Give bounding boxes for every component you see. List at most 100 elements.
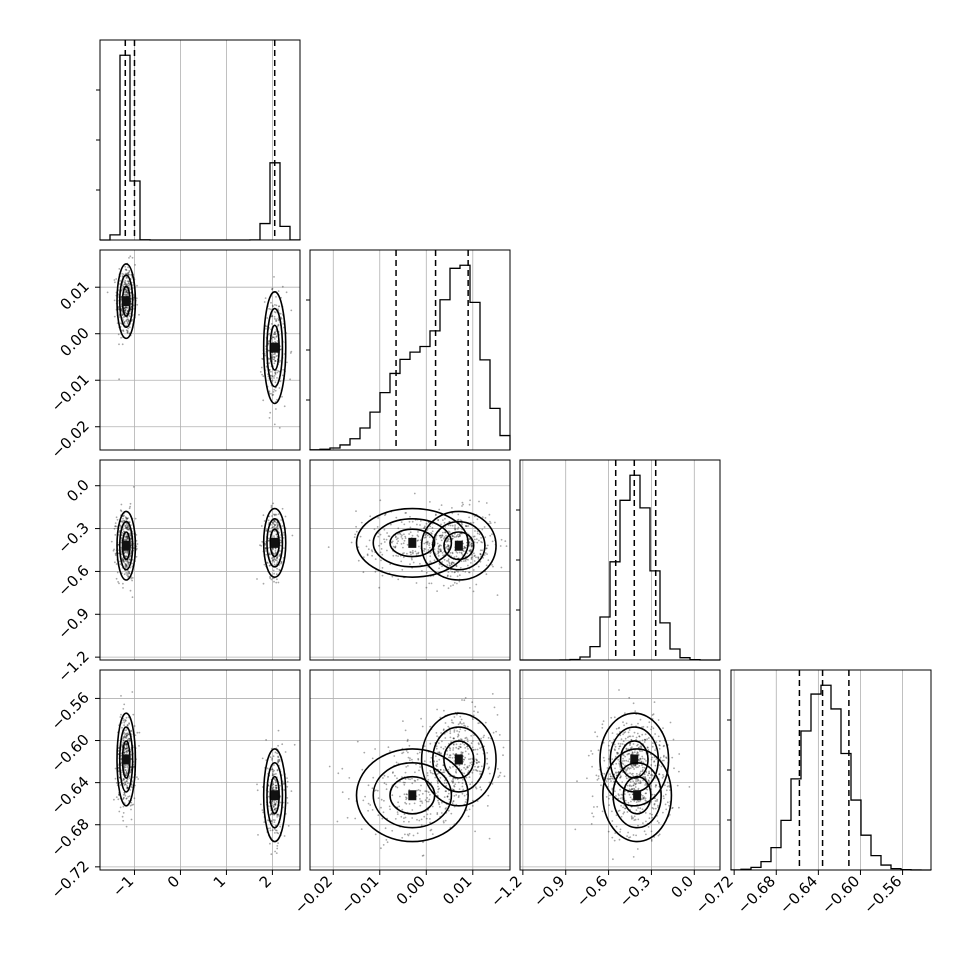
scatter-point bbox=[408, 744, 411, 747]
scatter-point bbox=[278, 758, 281, 761]
scatter-point bbox=[435, 765, 438, 768]
scatter-point bbox=[382, 844, 385, 846]
scatter-point bbox=[603, 759, 606, 762]
scatter-point bbox=[472, 718, 474, 720]
scatter-point bbox=[272, 559, 274, 562]
scatter-point bbox=[642, 796, 644, 799]
panel-frame bbox=[309, 459, 511, 661]
scatter-point bbox=[628, 788, 631, 791]
scatter-point bbox=[124, 311, 127, 314]
scatter-point bbox=[388, 805, 391, 808]
x-tick-label: 1 bbox=[210, 872, 229, 891]
scatter-point bbox=[124, 560, 127, 562]
scatter-point bbox=[128, 315, 131, 318]
x-tick-label: −0.9 bbox=[530, 872, 568, 910]
scatter-point bbox=[126, 527, 129, 529]
scatter-point bbox=[469, 783, 472, 786]
scatter-point bbox=[289, 378, 291, 381]
scatter-point bbox=[633, 787, 635, 790]
scatter-point bbox=[118, 582, 120, 585]
contour-line bbox=[372, 762, 453, 829]
scatter-point bbox=[124, 306, 127, 309]
contour-line bbox=[431, 726, 486, 793]
scatter-point bbox=[483, 526, 486, 528]
scatter-point bbox=[626, 784, 629, 787]
scatter-point bbox=[429, 818, 431, 820]
scatter-point bbox=[477, 722, 480, 725]
scatter-point bbox=[440, 752, 443, 755]
scatter-point bbox=[354, 533, 357, 536]
scatter-point bbox=[619, 831, 621, 833]
scatter-point bbox=[395, 516, 398, 519]
scatter-point bbox=[132, 746, 135, 749]
scatter-point bbox=[435, 538, 438, 541]
scatter-point bbox=[126, 536, 128, 539]
scatter-point bbox=[652, 742, 654, 744]
scatter-point bbox=[640, 746, 642, 749]
scatter-point bbox=[127, 529, 130, 531]
scatter-point bbox=[274, 521, 277, 523]
scatter-point bbox=[625, 769, 627, 772]
scatter-point bbox=[362, 556, 365, 559]
scatter-point bbox=[476, 770, 479, 772]
scatter-point bbox=[286, 780, 289, 783]
scatter-point bbox=[274, 359, 277, 362]
scatter-point bbox=[412, 834, 415, 837]
scatter-point bbox=[442, 554, 444, 557]
scatter-point bbox=[405, 802, 408, 805]
scatter-point bbox=[290, 309, 293, 312]
scatter-point bbox=[127, 319, 130, 322]
scatter-point bbox=[126, 780, 128, 783]
scatter-point bbox=[409, 526, 412, 529]
scatter-point bbox=[472, 799, 474, 802]
scatter-point bbox=[463, 772, 465, 775]
scatter-point bbox=[448, 775, 451, 777]
scatter-point bbox=[256, 578, 258, 580]
scatter-point bbox=[461, 505, 463, 507]
scatter-point bbox=[124, 309, 126, 312]
scatter-point bbox=[477, 742, 480, 744]
x-tick-label: −0.68 bbox=[734, 872, 779, 917]
y-tick-label: −0.6 bbox=[54, 562, 92, 600]
scatter-point bbox=[447, 530, 450, 533]
scatter-point bbox=[452, 743, 455, 746]
scatter-point bbox=[409, 778, 411, 781]
scatter-point bbox=[618, 794, 620, 797]
scatter-point bbox=[402, 546, 404, 549]
scatter-point bbox=[431, 530, 434, 533]
scatter-point bbox=[367, 784, 370, 787]
scatter-point bbox=[286, 802, 289, 804]
scatter-point bbox=[378, 586, 381, 589]
scatter-point bbox=[135, 555, 138, 558]
scatter-point bbox=[118, 378, 120, 381]
scatter-point bbox=[274, 311, 277, 314]
scatter-point bbox=[276, 845, 279, 847]
contour-line bbox=[443, 531, 475, 561]
scatter-point bbox=[130, 733, 133, 735]
scatter-point bbox=[266, 317, 269, 319]
scatter-point bbox=[477, 761, 480, 763]
scatter-point bbox=[449, 732, 452, 735]
scatter-point bbox=[688, 786, 691, 788]
scatter-point bbox=[275, 533, 278, 535]
scatter-point bbox=[475, 758, 477, 761]
scatter-point bbox=[446, 796, 449, 798]
scatter-point bbox=[476, 762, 478, 765]
scatter-point bbox=[449, 575, 452, 578]
scatter-point bbox=[374, 748, 376, 750]
scatter-point bbox=[122, 798, 124, 800]
scatter-point bbox=[458, 551, 461, 554]
scatter-point bbox=[637, 752, 639, 754]
scatter-point bbox=[458, 764, 461, 767]
scatter-point bbox=[125, 527, 128, 529]
scatter-point bbox=[124, 282, 127, 285]
scatter-point bbox=[275, 318, 277, 321]
scatter-point bbox=[274, 360, 276, 363]
scatter-point bbox=[125, 563, 127, 566]
scatter-point bbox=[453, 581, 456, 584]
scatter-point bbox=[471, 805, 474, 807]
scatter-point bbox=[419, 800, 422, 803]
scatter-point bbox=[131, 596, 134, 599]
scatter-point bbox=[606, 767, 609, 769]
scatter-point bbox=[449, 524, 452, 527]
